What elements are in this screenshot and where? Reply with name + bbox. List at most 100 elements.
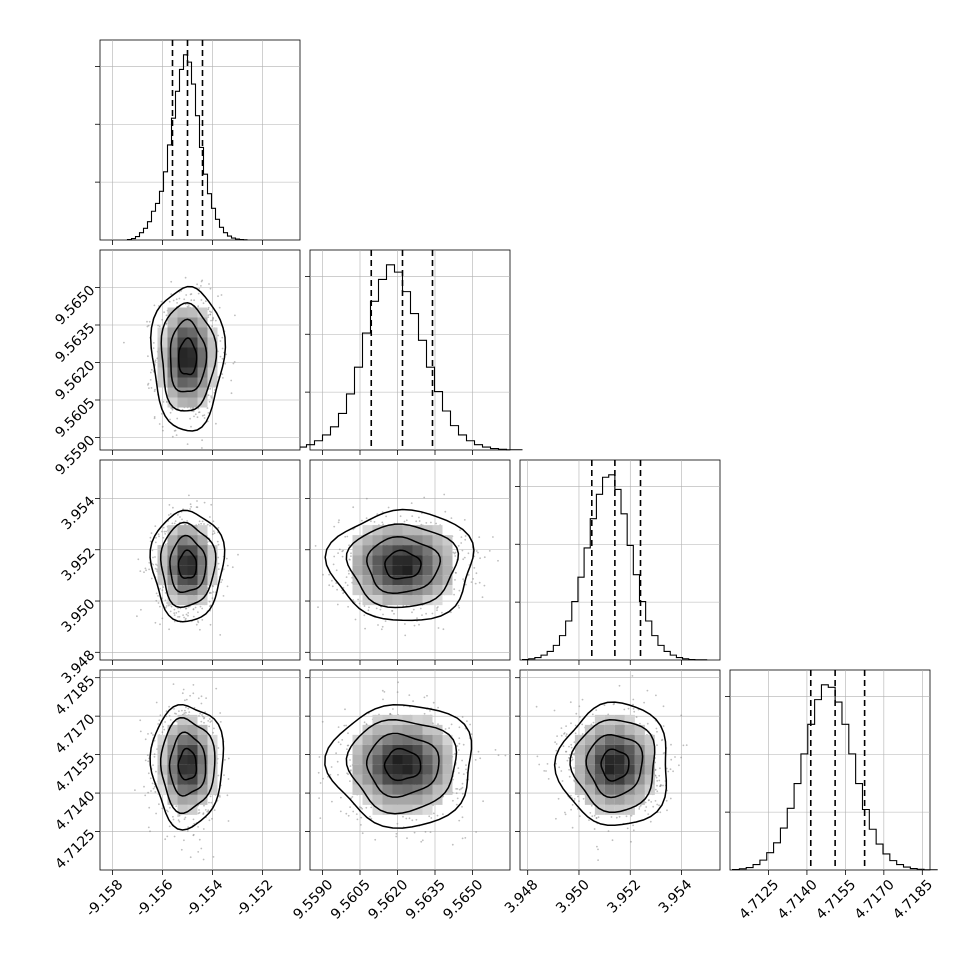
pair-0-2-point bbox=[217, 526, 220, 529]
pair-1-2-point bbox=[481, 596, 484, 599]
pair-1-2-point bbox=[497, 559, 499, 562]
pair-0-1-point bbox=[152, 342, 155, 344]
pair-0-2-point bbox=[210, 503, 213, 506]
pair-1-3-point bbox=[474, 759, 477, 761]
pair-0-3-point bbox=[202, 858, 205, 861]
pair-0-1-point bbox=[196, 283, 199, 286]
pair-1-3-point bbox=[321, 720, 324, 723]
pair-0-2-point bbox=[168, 504, 171, 506]
pair-0-3-point bbox=[205, 697, 208, 699]
pair-1-2-point bbox=[442, 628, 445, 631]
pair-1-3-point bbox=[337, 726, 340, 728]
pair-1-2-point bbox=[470, 581, 473, 583]
pair-0-1-point bbox=[210, 311, 213, 314]
pair-0-1-point bbox=[208, 283, 210, 285]
pair-1-3-point bbox=[317, 771, 320, 774]
pair-0-1-point bbox=[207, 306, 210, 309]
pair-0-1-point bbox=[232, 362, 235, 365]
pair-0-1-point bbox=[198, 411, 201, 413]
pair-0-1-point bbox=[169, 411, 172, 414]
pair-0-2-point bbox=[148, 568, 151, 571]
pair-0-2-point bbox=[150, 577, 153, 580]
pair-0-1-point bbox=[209, 310, 211, 313]
pair-0-2-point bbox=[144, 567, 147, 570]
pair-1-2-point bbox=[342, 592, 344, 595]
pair-0-3-point bbox=[208, 819, 211, 822]
pair-1-2-point bbox=[458, 606, 460, 609]
pair-1-3-point bbox=[374, 838, 377, 841]
pair-1-3-point bbox=[504, 754, 507, 757]
pair-1-3-point bbox=[344, 708, 346, 711]
pair-1-3-point bbox=[469, 723, 471, 726]
pair-1-3-point bbox=[421, 839, 424, 842]
pair-0-1-point bbox=[158, 325, 161, 328]
pair-0-1-point bbox=[222, 377, 224, 379]
pair-0-1-point bbox=[149, 371, 152, 374]
pair-0-1-point bbox=[180, 290, 183, 292]
pair-1-3-point bbox=[339, 810, 342, 813]
pair-0-3-point bbox=[183, 839, 185, 842]
pair-1-2-point bbox=[361, 519, 363, 522]
pair-0-3-point bbox=[168, 825, 171, 828]
pair-1-2-point bbox=[333, 525, 336, 528]
pair-0-3-point bbox=[157, 723, 160, 725]
hist-2-step bbox=[522, 474, 708, 661]
pair-1-3-point bbox=[361, 832, 364, 835]
pair-0-1-point bbox=[210, 396, 213, 399]
pair-0-1-point bbox=[193, 415, 195, 418]
pair-1-3-point bbox=[360, 816, 363, 819]
pair-0-1-point bbox=[202, 302, 205, 305]
pair-0-1-point bbox=[158, 423, 161, 425]
pair-0-3-point bbox=[149, 777, 152, 780]
pair-1-2-point bbox=[477, 551, 479, 554]
pair-1-3-point bbox=[423, 696, 426, 699]
pair-0-2-point bbox=[231, 566, 234, 569]
pair-1-2-point bbox=[474, 582, 477, 585]
pair-0-1-point bbox=[197, 305, 200, 308]
pair-1-2-point bbox=[365, 497, 368, 500]
pair-1-3-point bbox=[408, 694, 411, 696]
hist-3-step bbox=[732, 684, 938, 871]
pair-0-2-point bbox=[188, 494, 190, 497]
pair-0-3-point bbox=[226, 794, 229, 797]
pair-0-3-point bbox=[227, 778, 230, 780]
pair-1-3-point bbox=[451, 843, 454, 846]
pair-0-1-point bbox=[161, 412, 163, 415]
pair-0-3-point bbox=[166, 835, 169, 838]
pair-0-1-point bbox=[175, 434, 178, 436]
pair-0-3-point bbox=[150, 732, 153, 735]
pair-0-3-point bbox=[159, 714, 162, 717]
pair-1-3-point bbox=[482, 800, 484, 803]
pair-0-2-point bbox=[226, 564, 229, 567]
pair-0-1-point bbox=[208, 400, 211, 403]
pair-1-2-point bbox=[336, 588, 338, 591]
pair-0-1-point bbox=[210, 395, 213, 397]
pair-0-3-point bbox=[173, 835, 176, 838]
pair-1-2-point bbox=[450, 517, 453, 519]
pair-0-2-point bbox=[172, 506, 174, 509]
pair-1-2-point bbox=[483, 556, 486, 559]
pair-1-2-point bbox=[473, 567, 476, 569]
pair-1-2-point bbox=[347, 605, 349, 608]
pair-0-3-point bbox=[197, 826, 200, 828]
pair-0-2-point bbox=[219, 634, 222, 636]
pair-1-2-point bbox=[437, 627, 440, 629]
pair-0-3-point bbox=[213, 809, 216, 811]
pair-1-2-point bbox=[322, 573, 324, 576]
pair-1-3-point bbox=[345, 724, 347, 727]
pair-0-3-point bbox=[147, 733, 149, 735]
pair-0-1-point bbox=[173, 430, 176, 432]
pair-0-3-point bbox=[164, 838, 167, 841]
pair-0-2-point bbox=[195, 623, 198, 626]
pair-1-3-point bbox=[382, 698, 384, 701]
hist-1-step bbox=[281, 264, 523, 451]
pair-0-3-point bbox=[147, 760, 150, 763]
pair-0-1-point bbox=[184, 276, 187, 279]
pair-1-2-point bbox=[478, 536, 481, 538]
pair-0-1-point bbox=[170, 293, 173, 295]
pair-0-1-point bbox=[146, 325, 149, 328]
pair-0-3-point bbox=[152, 787, 155, 790]
pair-0-1-point bbox=[200, 285, 202, 287]
pair-1-2-point bbox=[354, 618, 357, 621]
